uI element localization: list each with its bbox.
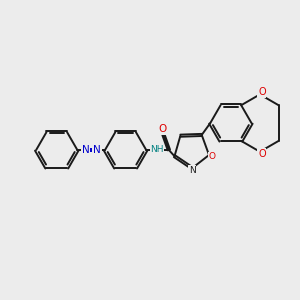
Text: O: O <box>158 124 166 134</box>
Text: O: O <box>208 152 215 161</box>
Text: NH: NH <box>150 146 164 154</box>
Text: N: N <box>93 145 101 155</box>
Text: O: O <box>258 149 266 159</box>
Text: N: N <box>189 166 196 175</box>
Text: N: N <box>82 145 89 155</box>
Text: O: O <box>258 88 266 98</box>
